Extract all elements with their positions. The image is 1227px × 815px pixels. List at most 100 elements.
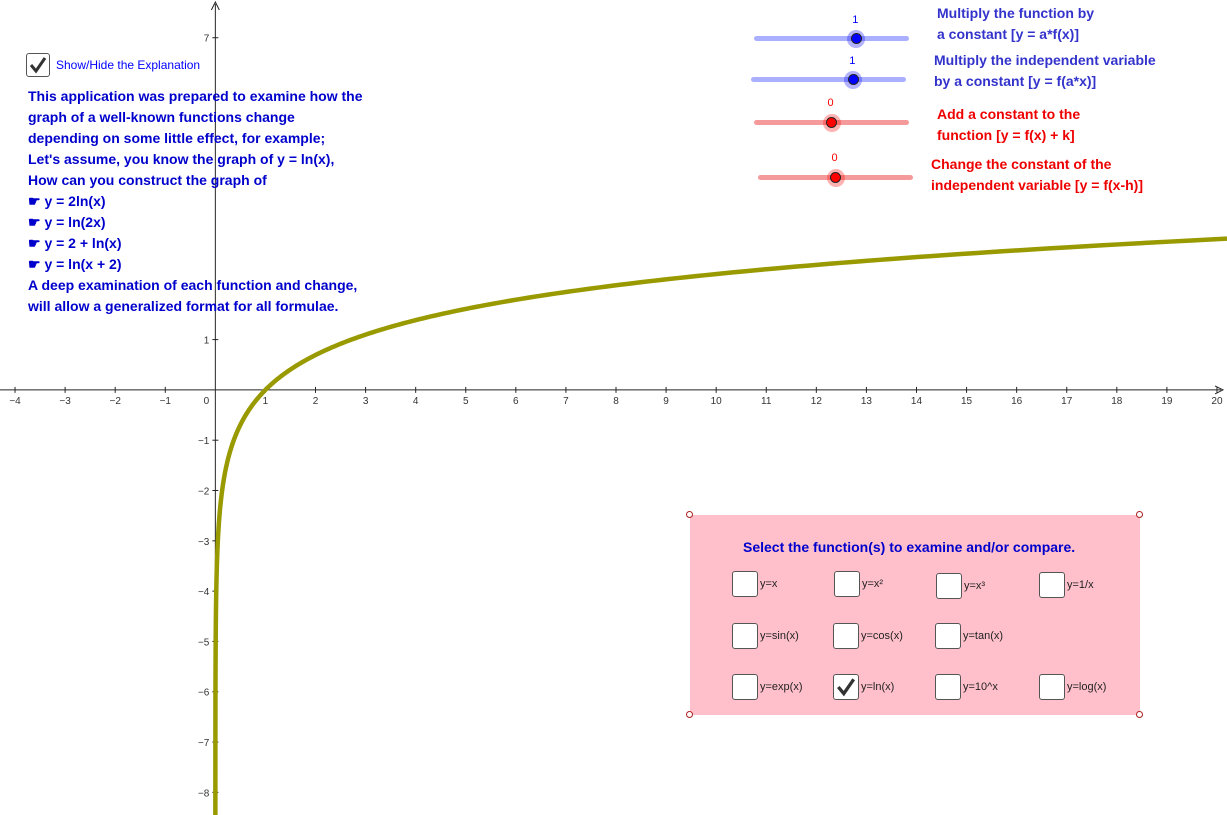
panel-corner-handle[interactable]	[686, 511, 693, 518]
slider-multiply-function[interactable]: 1	[754, 14, 909, 48]
explanation-line: depending on some little effect, for exa…	[28, 130, 326, 146]
function-checkbox[interactable]	[732, 623, 758, 649]
caption-line: function [y = f(x) + k]	[937, 127, 1075, 143]
function-checkbox[interactable]	[935, 623, 961, 649]
function-checkbox[interactable]	[1039, 674, 1065, 700]
slider-value: 0	[831, 152, 838, 164]
function-checkbox[interactable]	[936, 573, 962, 599]
explanation-checkbox-label: Show/Hide the Explanation	[56, 58, 201, 72]
explanation-line: will allow a generalized format for all …	[28, 298, 339, 314]
function-option-y-x3[interactable]: y=x³	[936, 573, 985, 599]
function-option-y-cos[interactable]: y=cos(x)	[833, 623, 903, 649]
caption-line: Multiply the independent variable	[934, 52, 1156, 68]
function-label: y=log(x)	[1067, 681, 1107, 693]
function-option-y-exp[interactable]: y=exp(x)	[732, 674, 803, 700]
function-option-y-tan[interactable]: y=tan(x)	[935, 623, 1003, 649]
slider-caption-shift-variable: Change the constant of the independent v…	[931, 154, 1143, 196]
x-tick-label: 4	[413, 396, 419, 407]
y-tick-label: 7	[204, 34, 210, 45]
x-tick-label: 13	[861, 396, 873, 407]
x-tick-label: −2	[109, 396, 121, 407]
explanation-checkbox-box[interactable]	[26, 53, 50, 77]
caption-line: Multiply the function by	[937, 5, 1095, 21]
function-label: y=1/x	[1067, 579, 1094, 591]
slider-knob[interactable]	[826, 117, 837, 128]
function-curve[interactable]	[213, 236, 1227, 815]
function-label: y=x²	[862, 578, 884, 590]
x-axis-arrow-icon	[1214, 385, 1225, 395]
function-label: y=sin(x)	[760, 630, 799, 642]
x-tick-label: 8	[613, 396, 619, 407]
x-tick-label: 20	[1211, 396, 1223, 407]
x-tick-label: 2	[313, 396, 319, 407]
x-tick-label: −4	[9, 396, 21, 407]
function-option-y-log[interactable]: y=log(x)	[1039, 674, 1106, 700]
panel-corner-handle[interactable]	[1136, 511, 1143, 518]
function-label: y=cos(x)	[861, 630, 903, 642]
x-tick-label: 1	[263, 396, 269, 407]
x-tick-label: 18	[1111, 396, 1123, 407]
explanation-line: This application was prepared to examine…	[28, 88, 363, 104]
y-tick-label: −5	[198, 637, 210, 648]
slider-shift-variable[interactable]: 0	[758, 152, 913, 187]
explanation-line: graph of a well-known functions change	[28, 109, 295, 125]
explanation-line: How can you construct the graph of	[28, 172, 267, 188]
function-option-y-x[interactable]: y=x	[732, 571, 777, 597]
caption-line: by a constant [y = f(a*x)]	[934, 73, 1097, 89]
function-label: y=x³	[964, 580, 986, 592]
x-tick-label: −3	[59, 396, 71, 407]
x-tick-label: 0	[204, 396, 210, 407]
slider-track[interactable]	[754, 36, 909, 41]
slider-value: 0	[827, 97, 834, 109]
panel-corner-handle[interactable]	[686, 711, 693, 718]
slider-value: 1	[852, 14, 859, 26]
slider-track[interactable]	[751, 77, 906, 82]
function-checkbox[interactable]	[732, 674, 758, 700]
function-label: y=10^x	[963, 681, 998, 693]
show-hide-explanation-checkbox[interactable]: Show/Hide the Explanation	[26, 53, 200, 77]
function-checkbox[interactable]	[833, 674, 859, 700]
function-option-y-sin[interactable]: y=sin(x)	[732, 623, 799, 649]
panel-title: Select the function(s) to examine and/or…	[743, 539, 1076, 555]
explanation-line: ☛ y = ln(x + 2)	[28, 256, 122, 272]
function-checkbox[interactable]	[935, 674, 961, 700]
explanation-line: A deep examination of each function and …	[28, 277, 358, 293]
explanation-line: Let's assume, you know the graph of y = …	[28, 151, 335, 167]
function-checkbox[interactable]	[834, 571, 860, 597]
function-option-y-10-pow-x[interactable]: y=10^x	[935, 674, 998, 700]
y-tick-label: −1	[198, 436, 210, 447]
x-tick-label: 6	[513, 396, 519, 407]
slider-caption-add-constant: Add a constant to the function [y = f(x)…	[937, 104, 1080, 146]
x-tick-label: 11	[761, 396, 772, 407]
function-option-y-x2[interactable]: y=x²	[834, 571, 883, 597]
y-tick-label: 1	[204, 336, 210, 347]
slider-add-constant[interactable]: 0	[754, 97, 909, 132]
slider-caption-multiply-function: Multiply the function by a constant [y =…	[937, 3, 1094, 45]
function-label: y=x	[760, 578, 778, 590]
x-tick-label: 19	[1161, 396, 1173, 407]
function-option-y-1-over-x[interactable]: y=1/x	[1039, 572, 1094, 598]
x-tick-label: 7	[563, 396, 569, 407]
y-tick-label: −4	[198, 587, 210, 598]
function-label: y=tan(x)	[963, 630, 1004, 642]
caption-line: independent variable [y = f(x-h)]	[931, 177, 1143, 193]
slider-knob[interactable]	[830, 172, 841, 183]
caption-line: Add a constant to the	[937, 106, 1081, 122]
slider-multiply-variable[interactable]: 1	[751, 55, 906, 89]
slider-knob[interactable]	[850, 33, 862, 44]
y-tick-label: −6	[198, 688, 210, 699]
x-tick-label: 12	[811, 396, 823, 407]
function-checkbox[interactable]	[1039, 572, 1065, 598]
x-tick-label: 5	[463, 396, 469, 407]
caption-line: a constant [y = a*f(x)]	[937, 26, 1079, 42]
function-option-y-ln[interactable]: y=ln(x)	[833, 674, 894, 700]
y-tick-label: −7	[198, 738, 210, 749]
function-checkbox[interactable]	[732, 571, 758, 597]
y-tick-label: −8	[198, 788, 210, 799]
function-checkbox[interactable]	[833, 623, 859, 649]
explanation-line: ☛ y = ln(2x)	[28, 214, 106, 230]
explanation-text: This application was prepared to examine…	[28, 86, 363, 317]
slider-knob[interactable]	[847, 74, 859, 85]
panel-corner-handle[interactable]	[1136, 711, 1143, 718]
